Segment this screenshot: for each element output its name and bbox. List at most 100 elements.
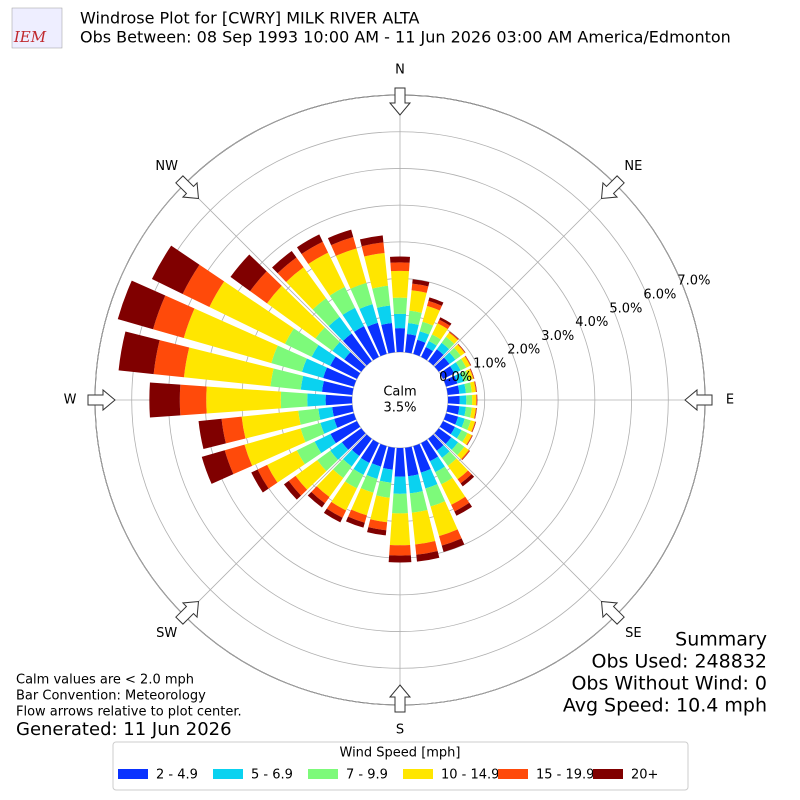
- bar-segment: [330, 421, 361, 444]
- compass-label: NE: [624, 159, 642, 174]
- flow-arrow: [388, 87, 412, 116]
- bar-segment: [315, 327, 340, 351]
- bar-segment: [366, 463, 381, 479]
- bar-segment: [327, 229, 354, 246]
- bar-segment: [417, 331, 430, 343]
- bar-segment: [405, 334, 417, 354]
- legend-swatch: [593, 769, 623, 779]
- bar-segment: [342, 333, 372, 366]
- bar-segment: [466, 435, 473, 446]
- chart-title: Windrose Plot for [CWRY] MILK RIVER ALTA: [80, 9, 420, 28]
- logo: [11, 7, 63, 49]
- bar-segment: [415, 540, 438, 555]
- bar-segment: [331, 481, 357, 511]
- bar-segment: [447, 458, 469, 480]
- bar-segment: [461, 450, 470, 460]
- bar-segment: [377, 305, 392, 325]
- bar-segment: [466, 394, 473, 406]
- bar-segment: [209, 281, 294, 344]
- bar-segment: [419, 321, 434, 335]
- bar-segment: [301, 358, 327, 378]
- legend-swatch: [213, 769, 243, 779]
- bar-segment: [425, 484, 446, 507]
- bar-segment: [448, 331, 459, 341]
- bar-segment: [392, 297, 408, 315]
- bar-segment: [230, 254, 267, 292]
- bar-segment: [393, 313, 407, 329]
- r-tick-label: 0.0%: [439, 370, 472, 385]
- bar-segment: [444, 352, 456, 365]
- bar-segment: [370, 495, 390, 523]
- bar-segment: [450, 426, 462, 439]
- note: Flow arrows relative to plot center.: [16, 705, 242, 720]
- bar-segment: [344, 352, 366, 372]
- r-tick-label: 4.0%: [575, 315, 608, 330]
- bar-segment: [435, 466, 453, 485]
- bar-segment: [461, 418, 471, 430]
- grid-spoke: [433, 184, 616, 367]
- bar-segment: [221, 416, 246, 444]
- flow-arrow: [684, 388, 713, 412]
- bar-segment: [311, 345, 336, 366]
- bar-segment: [325, 394, 353, 406]
- bar-segment: [430, 501, 458, 537]
- flow-arrow: [600, 175, 625, 200]
- bar-segment: [439, 421, 456, 435]
- bar-segment: [437, 319, 451, 330]
- bar-segment: [286, 267, 327, 310]
- bar-segment: [326, 501, 347, 518]
- bar-segment: [372, 285, 391, 308]
- bar-segment: [361, 242, 385, 257]
- legend-swatch: [118, 769, 148, 779]
- bar-segment: [450, 362, 461, 374]
- bar-segment: [449, 331, 459, 340]
- bar-segment: [474, 381, 477, 392]
- bar-segment: [472, 394, 477, 406]
- bar-segment: [311, 486, 330, 504]
- bar-segment: [224, 444, 253, 475]
- legend-box: [112, 741, 689, 791]
- bar-segment: [345, 469, 364, 489]
- bar-segment: [257, 464, 278, 489]
- grid-spoke: [433, 433, 616, 616]
- bar-segment: [300, 375, 324, 392]
- note: Bar Convention: Meteorology: [16, 689, 206, 704]
- bar-segment: [456, 430, 468, 443]
- bar-segment: [323, 508, 343, 523]
- bar-segment: [470, 368, 475, 379]
- bar-segment: [457, 343, 466, 354]
- bar-segment: [393, 476, 407, 494]
- r-tick-label: 6.0%: [643, 288, 676, 303]
- bar-segment: [421, 439, 439, 462]
- bar-segment: [388, 555, 412, 563]
- bar-segment: [476, 394, 478, 406]
- bar-segment: [277, 257, 304, 283]
- bar-segment: [455, 358, 467, 371]
- bar-segment: [439, 317, 452, 326]
- bar-segment: [149, 382, 181, 418]
- bar-segment: [470, 381, 476, 393]
- bar-segment: [441, 538, 465, 553]
- legend-label: 20+: [631, 768, 658, 783]
- bar-segment: [117, 280, 166, 330]
- bar-segment: [244, 428, 306, 466]
- legend-swatch: [403, 769, 433, 779]
- r-tick-label: 1.0%: [473, 356, 506, 371]
- bar-segment: [118, 331, 160, 375]
- bar-segment: [406, 323, 419, 336]
- bar-segment: [445, 332, 458, 344]
- bar-segment: [351, 434, 372, 457]
- bar-segment: [441, 477, 466, 505]
- bar-segment: [334, 413, 357, 428]
- bar-segment: [464, 382, 472, 394]
- compass-label: E: [726, 393, 734, 408]
- bar-segment: [457, 406, 466, 417]
- calm-circle: [353, 353, 447, 447]
- bar-segment: [314, 433, 336, 454]
- bar-segment: [307, 491, 325, 508]
- bar-segment: [331, 237, 357, 256]
- bar-segment: [353, 458, 370, 475]
- compass-label: SW: [156, 626, 177, 641]
- bar-segment: [474, 381, 477, 393]
- bar-segment: [454, 344, 465, 356]
